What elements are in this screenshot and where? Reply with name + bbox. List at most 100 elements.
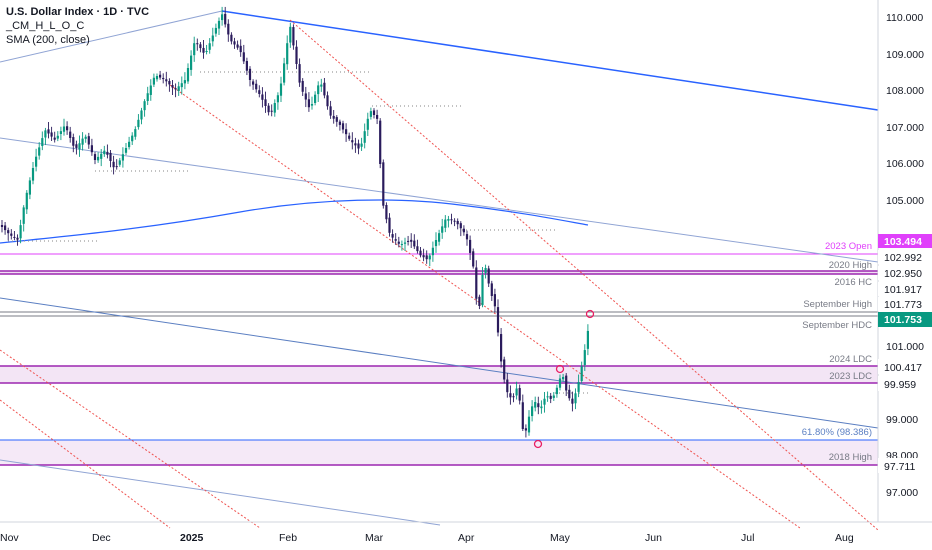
candle-body [444, 219, 447, 228]
candle-body [385, 205, 388, 220]
svg-text:102.992: 102.992 [884, 252, 922, 264]
candle-body [314, 94, 317, 103]
candle-body [388, 217, 391, 233]
zone-lower [0, 440, 878, 465]
candle-body [292, 27, 295, 46]
candle-body [546, 396, 549, 398]
candle-body [183, 80, 186, 84]
candle-body [118, 160, 121, 165]
candle-body [162, 77, 165, 80]
candle-body [329, 106, 332, 116]
candle-body [93, 154, 97, 160]
candle-body [190, 55, 193, 70]
candle-body [103, 150, 106, 155]
candle-body [41, 138, 44, 147]
indicator-hlc-label[interactable]: _CM_H_L_O_C [6, 20, 85, 32]
candle-body [372, 110, 376, 115]
candle-body [227, 23, 230, 35]
candle-body [394, 239, 397, 241]
candle-body [62, 126, 66, 132]
candle-body [199, 44, 202, 49]
candle-body [310, 104, 314, 106]
label-2023-ldc: 2023 LDC [829, 371, 872, 382]
candle-body [180, 83, 183, 88]
candle-body [366, 118, 369, 130]
candle-body [357, 143, 360, 149]
candle-body [140, 110, 143, 120]
candle-body [221, 14, 224, 21]
price-axis[interactable]: 110.000 109.000 108.000 107.000 106.000 … [886, 12, 924, 499]
candle-body [13, 236, 16, 238]
candle-body [320, 84, 323, 87]
candle-body [413, 240, 416, 247]
candle-body [456, 220, 459, 225]
candle-body [379, 120, 382, 164]
candle-body [531, 406, 534, 417]
candle-body [25, 192, 28, 210]
candle-body [84, 136, 87, 139]
candle-body [571, 398, 574, 404]
x-tick-label: Dec [92, 532, 111, 544]
svg-text:101.753: 101.753 [884, 314, 922, 326]
candle-body [255, 83, 258, 90]
candle-body [217, 20, 221, 29]
candle-body [478, 296, 481, 306]
candle-body [363, 131, 366, 143]
candle-body [369, 111, 372, 117]
candle-body [35, 156, 38, 167]
candle-body [202, 47, 205, 53]
last-price-badge: 101.753 [878, 312, 932, 327]
candle-body [31, 168, 35, 181]
candle-body [100, 153, 103, 159]
candle-body [149, 85, 152, 95]
candle-body [137, 119, 140, 128]
x-tick-label: Mar [365, 532, 384, 544]
indicator-sma-label[interactable]: SMA (200, close) [6, 34, 90, 46]
candle-body [146, 93, 149, 102]
label-2018-high: 2018 High [829, 452, 872, 463]
candle-body [121, 154, 124, 161]
candle-body [400, 244, 403, 246]
candle-body [211, 35, 214, 42]
candle-body [56, 135, 59, 139]
candle-body [171, 85, 174, 88]
candle-body [276, 95, 279, 103]
candle-body [481, 275, 484, 306]
candle-body [97, 156, 100, 161]
x-tick-label: Apr [458, 532, 475, 544]
candle-body [75, 144, 78, 148]
candle-body [233, 41, 236, 45]
candle-body [512, 396, 515, 398]
candle-body [345, 129, 348, 135]
candle-body [338, 121, 341, 125]
candle-body [515, 388, 518, 396]
candle-body [335, 117, 338, 122]
label-2020-high: 2020 High [829, 260, 872, 271]
channel-lower-1 [0, 349, 261, 529]
candle-body [552, 395, 555, 398]
candle-body [19, 225, 22, 239]
candle-body [109, 152, 112, 161]
candle-body [503, 359, 506, 380]
candle-body [425, 255, 428, 260]
candle-body [196, 43, 199, 45]
price-badge-2023-open: 103.494 [878, 234, 932, 248]
candle-body [286, 43, 289, 65]
candle-body [236, 44, 239, 48]
symbol-title[interactable]: U.S. Dollar Index · 1D · TVC [6, 6, 150, 18]
trendline-descending-main [221, 10, 879, 111]
candle-body [341, 123, 345, 130]
channel-upper [289, 19, 879, 531]
marker-circle-mid [555, 364, 565, 374]
candlestick-series [0, 6, 589, 438]
candle-body [10, 233, 13, 236]
candle-body [131, 135, 134, 142]
candle-body [248, 68, 252, 80]
candle-body [301, 80, 304, 92]
candle-body [38, 147, 41, 156]
price-badge-2024-ldc: 100.417 [878, 359, 932, 374]
time-axis[interactable]: Nov Dec 2025 Feb Mar Apr May Jun Jul Aug [0, 532, 854, 544]
y-tick-label: 97.000 [886, 487, 918, 499]
candle-body [493, 294, 496, 307]
